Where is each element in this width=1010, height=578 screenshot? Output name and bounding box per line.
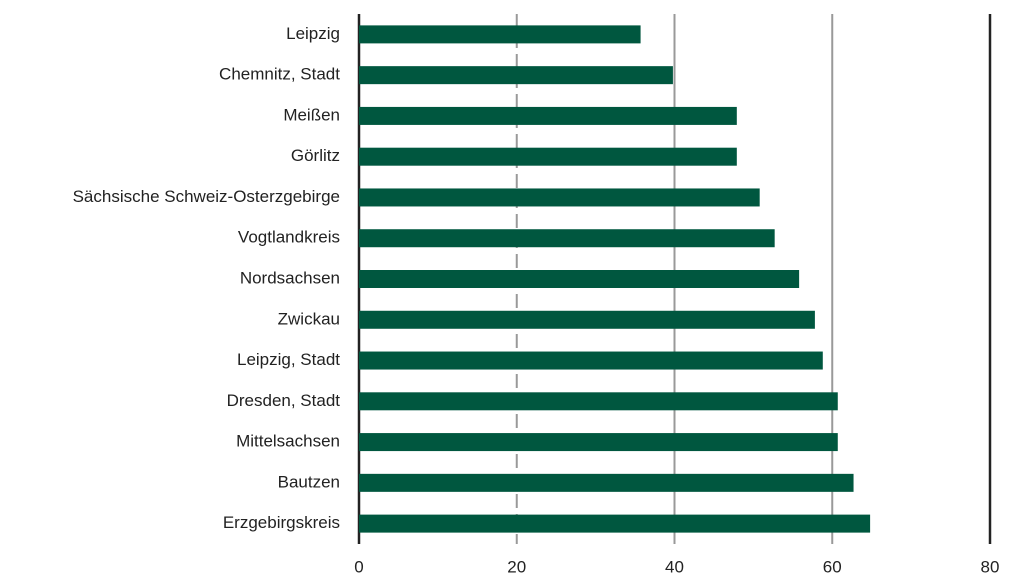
bar: [359, 433, 838, 452]
bar: [359, 66, 673, 85]
y-tick-label: Leipzig: [286, 24, 340, 43]
y-tick-label: Nordsachsen: [240, 268, 340, 287]
x-tick-label: 60: [823, 557, 842, 576]
y-tick-label: Dresden, Stadt: [227, 391, 341, 410]
bar: [359, 147, 737, 166]
y-tick-label: Mittelsachsen: [236, 432, 340, 451]
bar: [359, 351, 823, 370]
y-tick-label: Leipzig, Stadt: [237, 350, 340, 369]
y-tick-label: Sächsische Schweiz-Osterzgebirge: [73, 187, 340, 206]
bar: [359, 473, 854, 492]
bar: [359, 188, 760, 207]
y-tick-label: Vogtlandkreis: [238, 228, 340, 247]
bar: [359, 514, 871, 533]
y-tick-label: Chemnitz, Stadt: [219, 65, 340, 84]
x-tick-label: 40: [665, 557, 684, 576]
bar: [359, 270, 800, 288]
y-tick-label: Zwickau: [278, 309, 340, 328]
x-tick-label: 20: [507, 557, 526, 576]
y-tick-label: Bautzen: [278, 472, 340, 491]
bar: [359, 392, 838, 411]
y-tick-label: Erzgebirgskreis: [223, 513, 340, 532]
bar: [359, 25, 641, 44]
x-tick-label: 0: [354, 557, 363, 576]
y-tick-label: Meißen: [283, 105, 340, 124]
bar: [359, 106, 737, 125]
bar: [359, 229, 775, 248]
y-tick-label: Görlitz: [291, 146, 340, 165]
x-tick-label: 80: [981, 557, 1000, 576]
bar: [359, 310, 815, 329]
